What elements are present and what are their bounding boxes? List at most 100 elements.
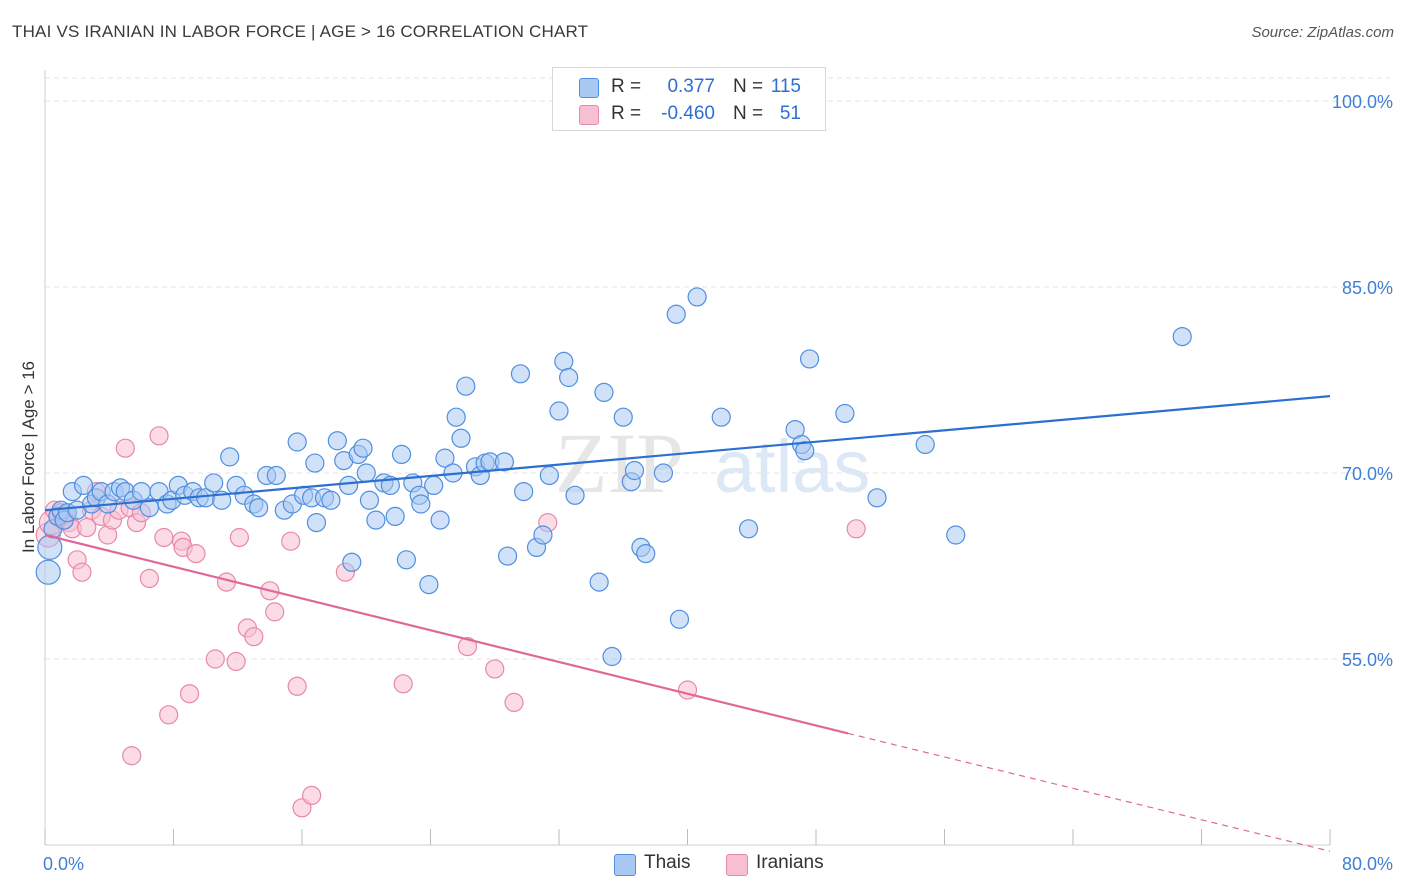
thais-point	[356, 463, 376, 483]
iranians-point	[393, 674, 413, 694]
thais-point	[915, 434, 935, 455]
thais-point	[565, 485, 585, 505]
iranians-legend-label: Iranians	[756, 852, 824, 873]
thais-point	[594, 382, 614, 402]
thais-point	[602, 646, 622, 667]
y-tick-label: 85.0%	[1342, 278, 1393, 298]
iranians-point	[149, 426, 169, 446]
thais-point	[666, 304, 686, 324]
y-tick-label: 55.0%	[1342, 650, 1393, 670]
thais-point	[359, 490, 380, 510]
iranians-point	[281, 531, 301, 551]
thais-point	[669, 609, 690, 629]
iranians-point	[226, 651, 246, 672]
thais-point	[559, 367, 579, 388]
iranians-point	[179, 684, 200, 704]
stats-row-thais: R = 0.377 N = 115	[553, 74, 825, 102]
iranians-point	[244, 627, 264, 647]
iranians-point	[846, 519, 866, 539]
thais-point	[451, 428, 471, 448]
r-label: R =	[611, 76, 642, 97]
thais-point	[385, 506, 405, 527]
iranians-point	[186, 543, 206, 564]
thais-point	[424, 475, 444, 495]
n-value: 51	[779, 103, 801, 124]
thais-point	[653, 463, 674, 483]
thais-point	[498, 546, 518, 566]
axis-layer	[44, 70, 1331, 846]
iranians-point	[159, 705, 179, 725]
n-value: 115	[770, 76, 801, 97]
iranians-point	[265, 602, 285, 622]
thais-point	[73, 475, 94, 495]
thais-point	[738, 519, 759, 539]
y-tick-label: 70.0%	[1342, 464, 1393, 484]
axis-labels: 55.0% 70.0% 85.0% 100.0% 0.0% 80.0% In Labor F…	[19, 92, 1393, 874]
thais-trend-line	[44, 395, 1331, 512]
thais-point	[539, 465, 559, 486]
thais-point	[549, 401, 569, 421]
correlation-stats-box: R = 0.377 N = 115 R = -0.460 N = 51	[552, 67, 826, 131]
watermark: ZIP atlas	[555, 415, 870, 511]
iranians-swatch	[579, 105, 599, 125]
iranians-point	[77, 517, 97, 538]
n-label: N =	[733, 103, 764, 124]
thais-point	[1172, 327, 1192, 347]
thais-point	[867, 488, 887, 508]
iranians-point	[205, 649, 225, 669]
iranians-point	[154, 527, 174, 548]
thais-point	[799, 349, 820, 369]
source-credit: Source: ZipAtlas.com	[1251, 24, 1394, 41]
thais-point	[249, 498, 269, 518]
thais-point	[321, 490, 341, 510]
y-tick-label: 100.0%	[1332, 92, 1393, 112]
grid-layer	[45, 77, 1390, 660]
thais-point	[342, 552, 362, 572]
thais-point	[306, 512, 327, 533]
chart-title: THAI VS IRANIAN IN LABOR FORCE | AGE > 1…	[12, 22, 589, 41]
thais-point	[533, 525, 553, 545]
thais-point	[514, 482, 534, 502]
iranians-point	[302, 785, 322, 806]
thais-point	[220, 447, 240, 467]
iranians-point	[485, 659, 505, 679]
iranians-point	[115, 438, 135, 458]
n-label: N =	[733, 76, 764, 97]
iranians-point	[457, 636, 478, 657]
iranians-point	[72, 562, 92, 582]
thais-point	[554, 351, 574, 371]
thais-point	[419, 574, 439, 595]
thais-point	[287, 432, 307, 452]
x-tick-label: 0.0%	[43, 854, 84, 874]
x-tick-label: 80.0%	[1342, 854, 1393, 874]
thais-point	[494, 452, 514, 472]
thais-point	[204, 473, 224, 493]
thais-point	[624, 460, 645, 481]
iranians-point	[287, 676, 307, 696]
iranians-point	[139, 568, 160, 589]
thais-point	[35, 559, 61, 585]
thais-point	[327, 431, 347, 451]
trend-lines	[44, 395, 1331, 852]
thais-legend-label: Thais	[644, 852, 691, 873]
thais-point	[613, 407, 633, 427]
thais-point	[687, 287, 707, 307]
thais-point	[391, 444, 412, 464]
stats-row-iranians: R = -0.460 N = 51	[553, 101, 825, 129]
thais-points	[35, 287, 1192, 667]
thais-point	[266, 465, 286, 486]
iranians-legend-swatch	[726, 854, 748, 876]
thais-point	[636, 543, 656, 564]
thais-point	[366, 510, 386, 530]
thais-point	[305, 453, 325, 473]
thais-point	[338, 475, 359, 495]
thais-point	[946, 525, 966, 545]
r-value: 0.377	[667, 76, 715, 97]
iranians-point	[504, 692, 524, 713]
iranians-point	[229, 527, 249, 548]
r-value: -0.460	[661, 103, 715, 124]
thais-legend-swatch	[614, 854, 636, 876]
iranians-trend-extension	[847, 732, 1331, 852]
thais-point	[411, 494, 431, 514]
